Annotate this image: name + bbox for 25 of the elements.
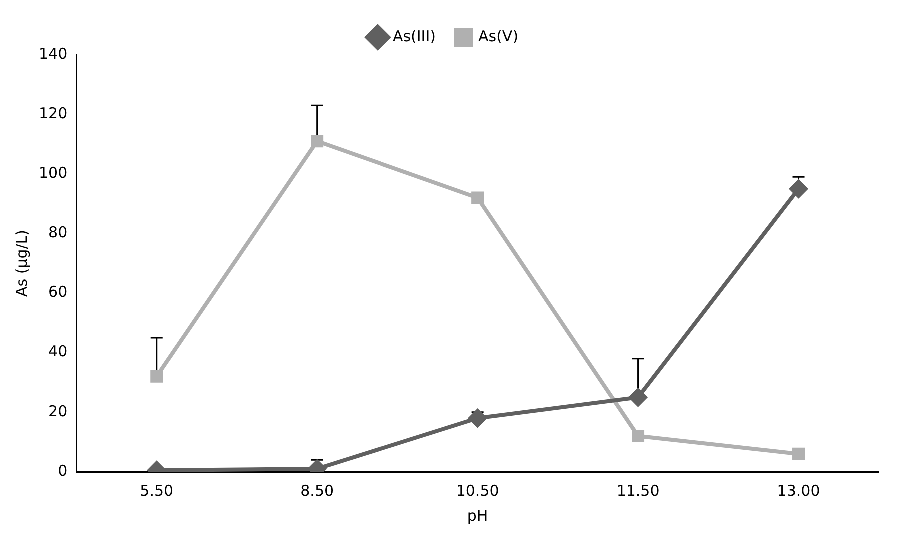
point [632, 430, 645, 442]
point [472, 192, 484, 204]
point [629, 388, 648, 407]
y-tick-label: 20 [48, 402, 68, 420]
y-tick-label: 60 [48, 283, 68, 302]
y-tick-label: 40 [48, 342, 68, 361]
point [311, 135, 324, 148]
x-tick-label: 10.50 [456, 482, 500, 500]
y-tick-label: 120 [38, 104, 68, 122]
legend-label: As(III) [392, 27, 436, 46]
x-axis-title: pH [467, 506, 488, 525]
y-tick-label: 80 [48, 224, 68, 242]
x-tick-label: 11.50 [616, 482, 660, 500]
point [468, 409, 487, 428]
y-axis-title: As (µg/L) [12, 230, 31, 298]
x-tick-label: 13.00 [777, 482, 820, 500]
y-tick-label: 140 [38, 44, 68, 63]
legend-label: As(V) [478, 27, 519, 46]
x-tick-label: 5.50 [140, 482, 174, 500]
point [790, 180, 808, 198]
point [150, 370, 164, 383]
y-tick-label: 100 [38, 164, 68, 182]
x-tick-label: 8.50 [300, 482, 334, 500]
point [792, 448, 806, 460]
y-tick-label: 0 [58, 462, 68, 480]
